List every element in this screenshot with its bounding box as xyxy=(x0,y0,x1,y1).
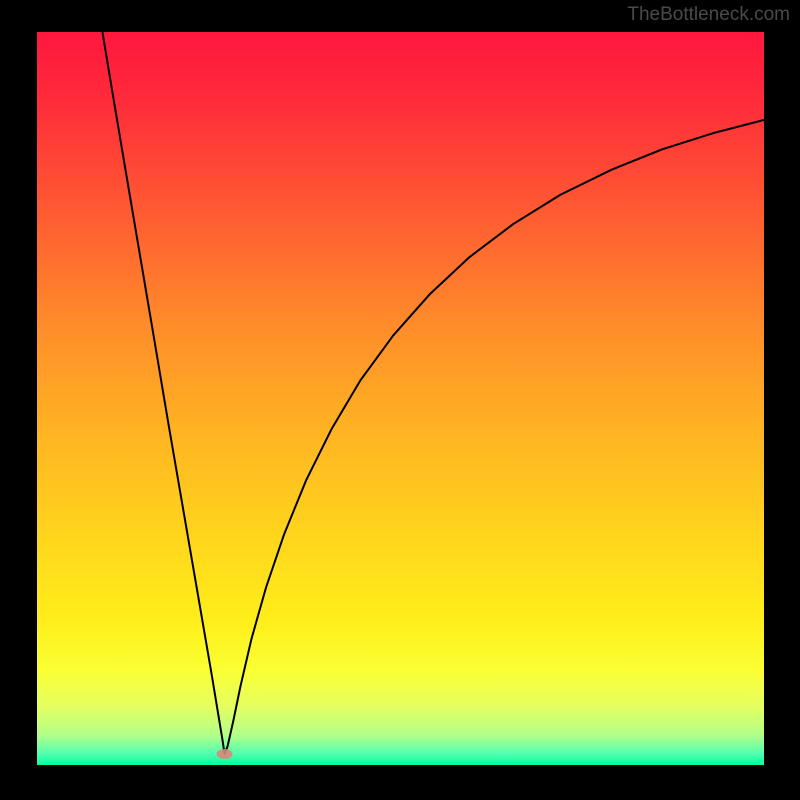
minimum-marker xyxy=(217,749,233,759)
watermark-text: TheBottleneck.com xyxy=(627,4,790,26)
bottleneck-curve xyxy=(37,32,764,765)
chart-plot-area xyxy=(37,32,764,765)
